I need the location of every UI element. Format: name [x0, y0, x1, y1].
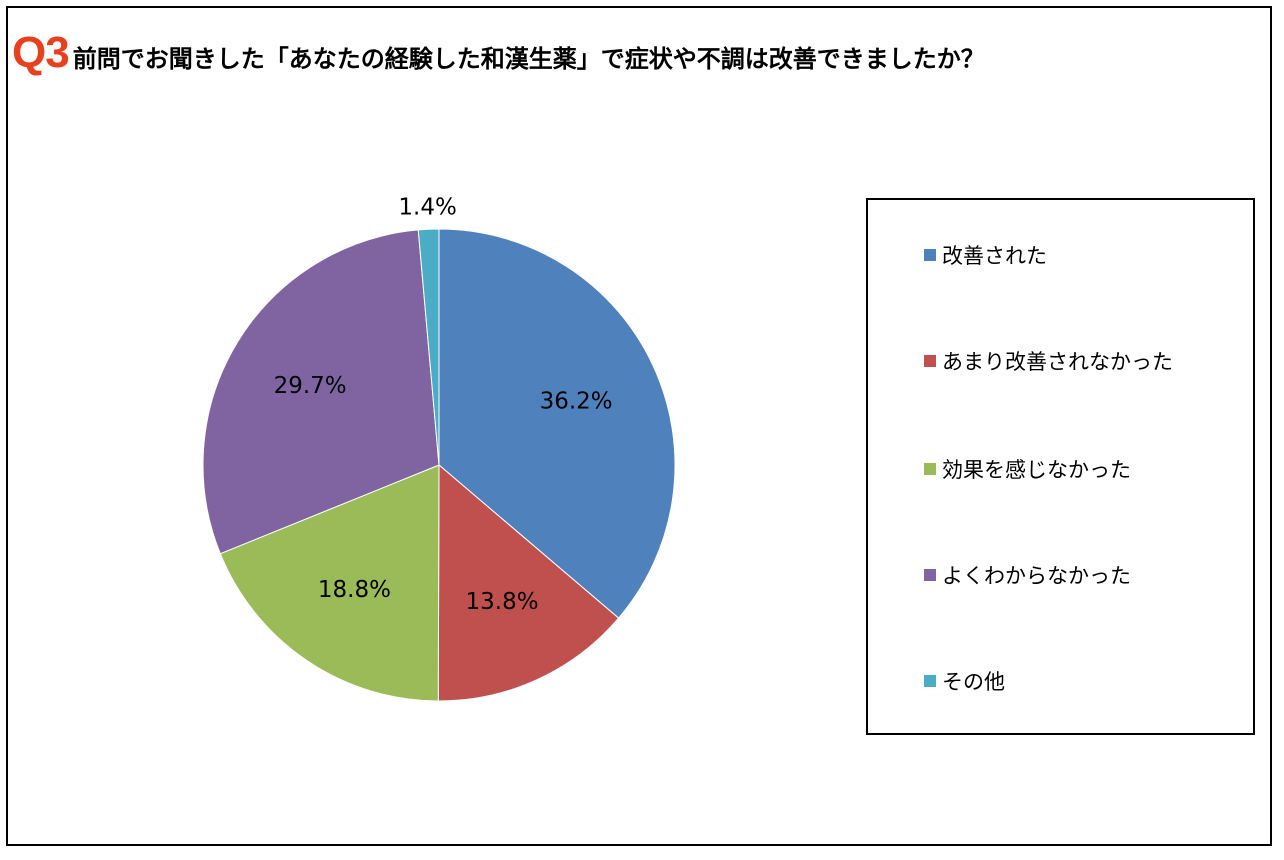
- question-text: 前問でお聞きした「あなたの経験した和漢生薬」で症状や不調は改善できましたか？: [72, 45, 985, 73]
- legend-label: あまり改善されなかった: [942, 350, 1173, 374]
- question-number: Q3: [12, 28, 70, 77]
- legend-swatch: [924, 355, 936, 367]
- legend-item: 効果を感じなかった: [924, 454, 1131, 484]
- legend-label: 改善された: [942, 244, 1047, 268]
- pie-slice: [417, 228, 440, 466]
- data-label: 29.7%: [274, 373, 347, 399]
- pie-slice: [438, 228, 676, 619]
- legend-item: 改善された: [924, 240, 1047, 270]
- question-title: Q3 前問でお聞きした「あなたの経験した和漢生薬」で症状や不調は改善できましたか…: [12, 28, 985, 78]
- legend-label: よくわからなかった: [942, 564, 1131, 588]
- legend-swatch: [924, 249, 936, 261]
- legend-item: あまり改善されなかった: [924, 346, 1173, 376]
- legend-swatch: [924, 675, 936, 687]
- pie-slice: [202, 229, 440, 555]
- legend-swatch: [924, 463, 936, 475]
- data-label: 13.8%: [466, 589, 539, 615]
- pie-slice: [219, 464, 440, 702]
- pie-slice: [437, 463, 620, 702]
- legend-label: その他: [942, 670, 1005, 694]
- legend: 改善された あまり改善されなかった 効果を感じなかった よくわからなかった その…: [866, 198, 1255, 735]
- legend-label: 効果を感じなかった: [942, 458, 1131, 482]
- data-label: 18.8%: [318, 577, 391, 603]
- legend-item: その他: [924, 666, 1005, 696]
- data-label: 1.4%: [398, 194, 456, 220]
- data-label: 36.2%: [540, 389, 613, 415]
- legend-item: よくわからなかった: [924, 560, 1131, 590]
- legend-swatch: [924, 569, 936, 581]
